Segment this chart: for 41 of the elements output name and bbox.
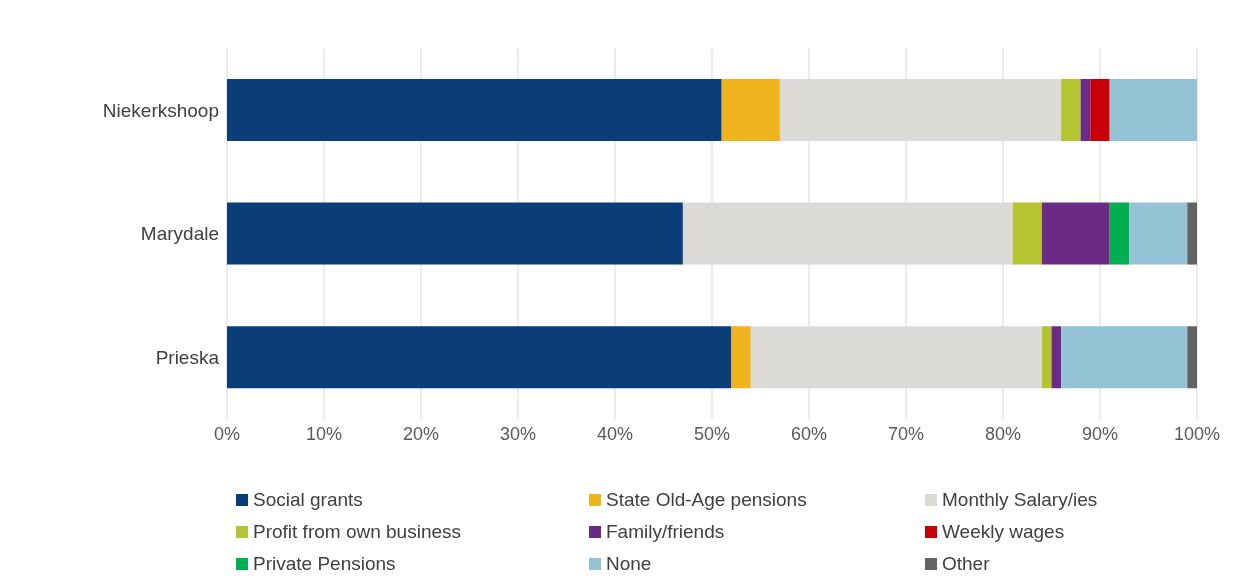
bar [1041, 326, 1052, 389]
bar [1109, 78, 1197, 141]
legend-label: Weekly wages [942, 521, 1065, 543]
bar [1187, 202, 1197, 265]
legend-label: State Old-Age pensions [606, 489, 807, 511]
x-tick-label: 30% [499, 423, 537, 444]
bar [1187, 326, 1197, 389]
legend-label: Other [942, 553, 990, 575]
legend-label: Profit from own business [253, 521, 462, 543]
legend-label: Social grants [253, 489, 363, 511]
x-tick-label: 50% [693, 423, 731, 444]
bar [227, 202, 683, 265]
x-tick-label: 60% [790, 423, 828, 444]
y-tick-label: Prieska [155, 346, 220, 368]
legend-label: Private Pensions [253, 553, 396, 575]
bar [1012, 202, 1042, 265]
x-tick-label: 10% [305, 423, 343, 444]
bar [1061, 78, 1081, 141]
legend-label: None [606, 553, 652, 575]
bar [227, 326, 732, 389]
bar [1061, 326, 1188, 389]
bar [1109, 202, 1130, 265]
bar [227, 78, 722, 141]
bar [721, 78, 780, 141]
bar [1041, 202, 1110, 265]
bar [731, 326, 751, 389]
bar [1051, 326, 1062, 389]
x-tick-label: 80% [984, 423, 1022, 444]
y-tick-label: Marydale [140, 223, 219, 245]
x-tick-label: 100% [1173, 423, 1221, 444]
bar [1090, 78, 1110, 141]
bar [1080, 78, 1091, 141]
x-tick-label: 40% [596, 423, 634, 444]
y-tick-label: Niekerkshoop [102, 99, 219, 121]
x-tick-label: 90% [1081, 423, 1119, 444]
x-tick-label: 20% [402, 423, 440, 444]
x-tick-label: 0% [213, 423, 241, 444]
bar [1129, 202, 1188, 265]
x-tick-label: 70% [887, 423, 925, 444]
legend-label: Family/friends [606, 521, 725, 543]
legend-label: Monthly Salary/ies [942, 489, 1098, 511]
